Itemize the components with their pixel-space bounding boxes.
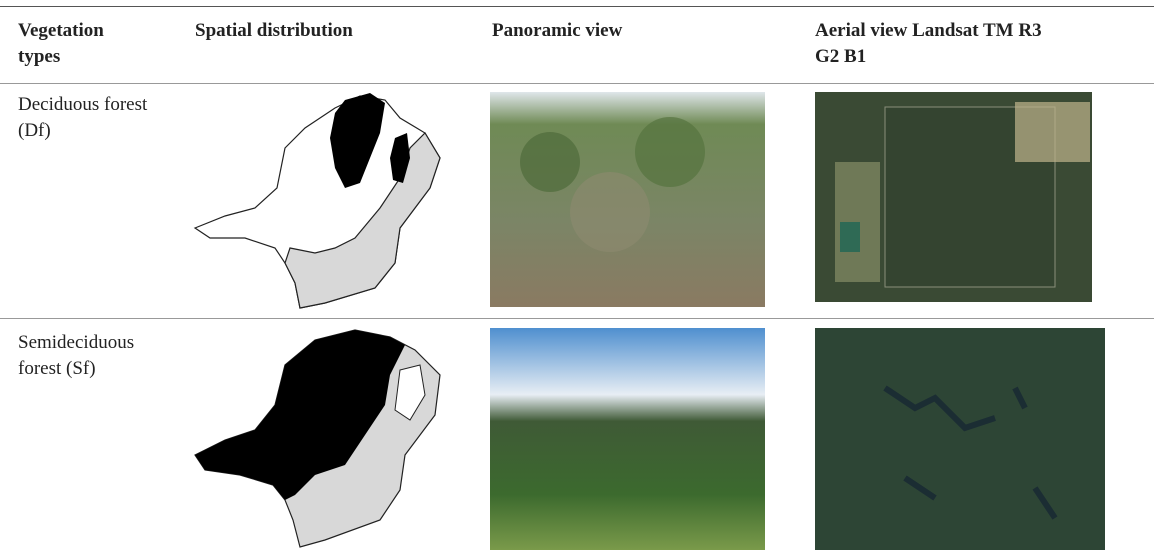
- header-cell: Panoramic view: [492, 20, 623, 41]
- aerial-image: [815, 92, 1092, 302]
- row-rule: [0, 318, 1154, 319]
- header-cell: Aerial view Landsat TM R3 G2 B1: [815, 20, 1042, 67]
- top-rule: [0, 6, 1154, 7]
- panoramic-photo: [490, 92, 765, 307]
- row-label: Deciduous forest (Df): [18, 94, 148, 141]
- row-label: Semideciduous forest (Sf): [18, 332, 135, 379]
- distribution-map: [193, 93, 441, 309]
- header-cell: Vegetation types: [18, 20, 104, 67]
- header-cell: Spatial distribution: [195, 20, 353, 41]
- panoramic-photo: [490, 328, 765, 550]
- aerial-image: [815, 328, 1105, 550]
- distribution-map: [194, 329, 441, 548]
- header-rule: [0, 83, 1154, 84]
